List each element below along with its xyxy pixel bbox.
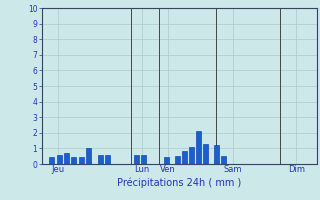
Bar (71, 157, 76, 164)
Bar (57, 155, 62, 164)
Bar (175, 156, 180, 164)
Bar (86, 148, 91, 164)
Bar (49, 157, 54, 164)
Bar (98, 155, 103, 164)
Bar (79, 157, 84, 164)
Bar (196, 131, 201, 164)
Bar (189, 147, 194, 164)
X-axis label: Précipitations 24h ( mm ): Précipitations 24h ( mm ) (117, 177, 241, 188)
Bar (105, 155, 110, 164)
Bar (64, 153, 69, 164)
Bar (182, 151, 187, 164)
Bar (214, 145, 219, 164)
Bar (164, 157, 169, 164)
Bar (203, 144, 208, 164)
Bar (221, 156, 226, 164)
Bar (134, 155, 139, 164)
Bar (141, 155, 146, 164)
